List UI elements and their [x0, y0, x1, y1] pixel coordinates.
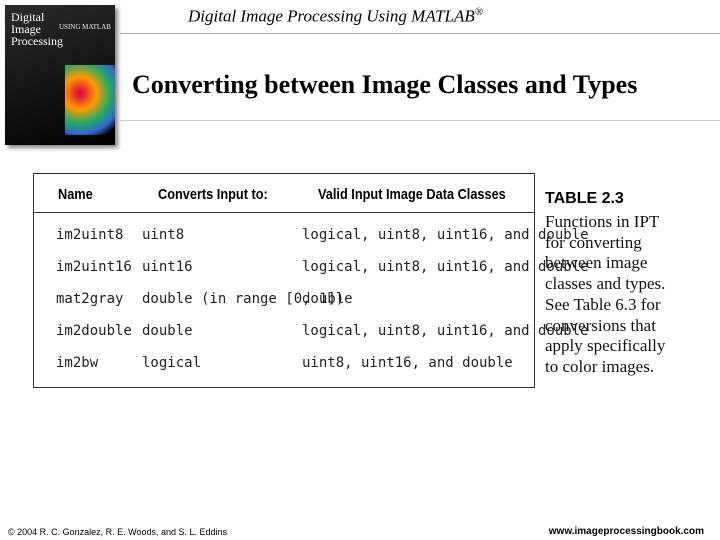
- table-cell: logical, uint8, uint16, and double: [302, 323, 589, 339]
- table-cell: uint8, uint16, and double: [302, 355, 513, 371]
- table-cell: im2uint8: [56, 227, 124, 243]
- cover-subtitle: USING MATLAB: [59, 23, 111, 31]
- rule: [120, 33, 720, 34]
- caption-label: TABLE 2.3: [545, 190, 624, 207]
- caption-line: Functions in IPT: [545, 212, 660, 231]
- column-header: Valid Input Image Data Classes: [318, 186, 506, 203]
- book-cover: Digital Image Processing USING MATLAB: [5, 5, 115, 145]
- cover-line: Digital: [11, 10, 45, 24]
- caption-line: apply specifically: [545, 336, 666, 356]
- table-cell: im2bw: [56, 355, 99, 371]
- table-cell: im2uint16: [56, 259, 132, 275]
- footer-left: © 2004 R. C. Gonzalez, R. E. Woods, and …: [8, 527, 228, 537]
- header-title: Digital Image Processing Using MATLAB®: [188, 6, 483, 27]
- slide-title: Converting between Image Classes and Typ…: [132, 70, 638, 99]
- footer-right: www.imageprocessingbook.com: [548, 526, 704, 537]
- cover-art: [65, 65, 115, 135]
- rule: [120, 120, 720, 121]
- table-cell: double: [302, 291, 353, 307]
- caption-line: for converting: [545, 232, 642, 252]
- table-cell: double (in range [0, 1]): [142, 291, 345, 307]
- table-cell: uint16: [142, 259, 193, 275]
- caption-line: to color images.: [545, 356, 655, 376]
- table-cell: double: [142, 323, 193, 339]
- table-cell: logical, uint8, uint16, and double: [302, 227, 589, 243]
- cover-title: Digital Image Processing: [11, 11, 63, 47]
- table-cell: logical: [142, 355, 202, 371]
- cover-line: Processing: [11, 34, 63, 48]
- table-cell: logical, uint8, uint16, and double: [302, 259, 589, 275]
- table: Name Converts Input to: Valid Input Image …: [33, 173, 589, 388]
- caption-line: See Table 6.3 for: [545, 294, 661, 314]
- table-cell: uint8: [142, 227, 185, 243]
- column-header: Converts Input to:: [158, 186, 268, 203]
- cover-line: Image: [11, 22, 41, 36]
- table-rule: [34, 212, 534, 213]
- header-text: Digital Image Processing Using MATLAB: [188, 6, 475, 26]
- column-header: Name: [58, 186, 93, 203]
- caption-line: conversions that: [545, 315, 656, 335]
- caption-line: classes and types.: [545, 274, 666, 294]
- table-cell: im2double: [56, 323, 132, 339]
- caption-line: between image: [545, 253, 648, 273]
- header-mark: ®: [474, 6, 484, 18]
- table-cell: mat2gray: [56, 291, 124, 307]
